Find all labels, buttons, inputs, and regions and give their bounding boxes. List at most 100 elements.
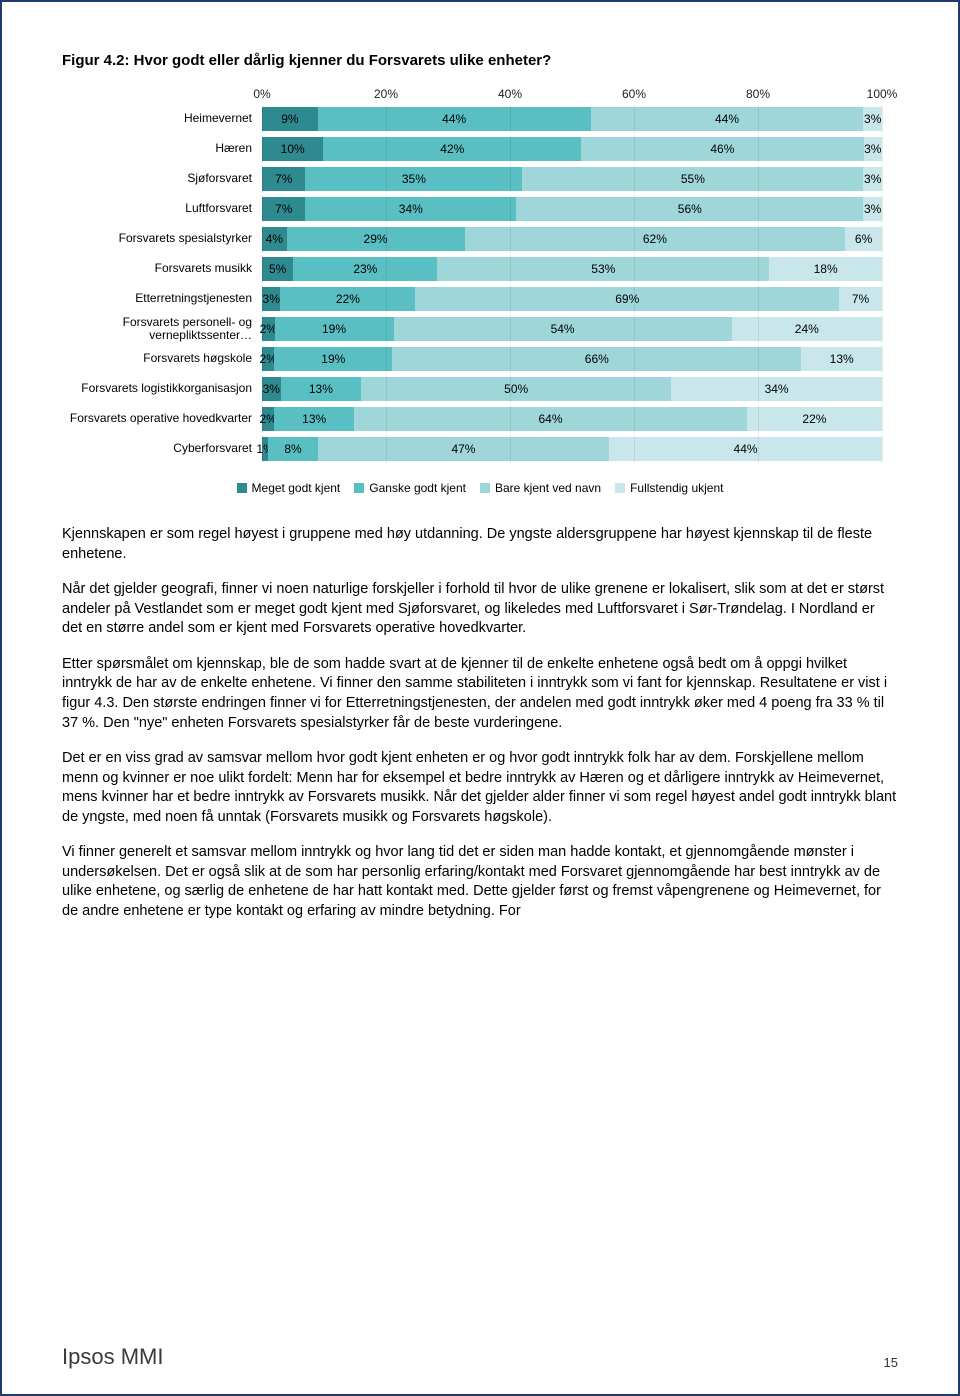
chart-row-label: Luftforsvaret: [62, 202, 262, 215]
chart-row: Etterretningstjenesten3%22%69%7%: [62, 287, 882, 311]
bar-segment: 2%: [262, 347, 274, 371]
bar-segment: 3%: [262, 287, 280, 311]
chart-row-label: Forsvarets operative hovedkvarter: [62, 412, 262, 425]
legend-label: Bare kjent ved navn: [495, 481, 601, 495]
paragraph: Etter spørsmålet om kjennskap, ble de so…: [62, 655, 898, 733]
chart-row-label: Heimevernet: [62, 112, 262, 125]
bar-segment: 46%: [581, 137, 863, 161]
axis-tick: 20%: [374, 87, 398, 101]
bar-segment: 35%: [305, 167, 522, 191]
chart-row-bar: 2%13%64%22%: [262, 407, 882, 431]
bar-segment: 7%: [262, 197, 305, 221]
legend-swatch: [480, 483, 490, 493]
chart-row-bar: 5%23%53%18%: [262, 257, 882, 281]
legend-swatch: [354, 483, 364, 493]
axis-tick: 40%: [498, 87, 522, 101]
chart-x-axis: 0%20%40%60%80%100%: [62, 87, 882, 103]
bar-segment: 3%: [863, 107, 882, 131]
axis-tick: 0%: [253, 87, 270, 101]
bar-segment: 47%: [318, 437, 609, 461]
bar-segment: 2%: [262, 317, 275, 341]
body-text: Kjennskapen er som regel høyest i gruppe…: [62, 525, 898, 922]
bar-segment: 62%: [465, 227, 846, 251]
page-footer: Ipsos MMI 15: [62, 1344, 898, 1370]
bar-segment: 66%: [392, 347, 801, 371]
chart-row-label: Cyberforsvaret: [62, 442, 262, 455]
legend-item: Fullstendig ukjent: [615, 481, 723, 495]
bar-segment: 5%: [262, 257, 293, 281]
chart-row: Forsvarets personell- og vernepliktssent…: [62, 317, 882, 341]
bar-segment: 44%: [591, 107, 864, 131]
paragraph: Når det gjelder geografi, finner vi noen…: [62, 580, 898, 639]
chart-row-label: Etterretningstjenesten: [62, 292, 262, 305]
chart-row-label: Forsvarets personell- og vernepliktssent…: [62, 316, 262, 342]
chart-row-bar: 7%34%56%3%: [262, 197, 882, 221]
figure-title: Figur 4.2: Hvor godt eller dårlig kjenne…: [62, 52, 898, 69]
bar-segment: 42%: [323, 137, 581, 161]
chart-row: Luftforsvaret7%34%56%3%: [62, 197, 882, 221]
axis-tick: 100%: [867, 87, 898, 101]
chart-row-bar: 7%35%55%3%: [262, 167, 882, 191]
bar-segment: 55%: [522, 167, 863, 191]
bar-segment: 23%: [293, 257, 437, 281]
bar-segment: 22%: [280, 287, 415, 311]
legend-item: Bare kjent ved navn: [480, 481, 601, 495]
chart-row-bar: 3%22%69%7%: [262, 287, 882, 311]
chart-row: Forsvarets logistikkorganisasjon3%13%50%…: [62, 377, 882, 401]
chart-row: Hæren10%42%46%3%: [62, 137, 882, 161]
bar-segment: 2%: [262, 407, 274, 431]
bar-segment: 9%: [262, 107, 318, 131]
chart-row-bar: 9%44%44%3%: [262, 107, 882, 131]
chart-row-label: Forsvarets høgskole: [62, 352, 262, 365]
bar-segment: 4%: [262, 227, 287, 251]
legend-item: Ganske godt kjent: [354, 481, 466, 495]
axis-tick: 80%: [746, 87, 770, 101]
bar-segment: 44%: [609, 437, 882, 461]
bar-segment: 53%: [437, 257, 769, 281]
bar-segment: 8%: [268, 437, 318, 461]
bar-segment: 3%: [864, 137, 882, 161]
bar-segment: 6%: [845, 227, 882, 251]
paragraph: Vi finner generelt et samsvar mellom inn…: [62, 843, 898, 921]
bar-segment: 10%: [262, 137, 323, 161]
chart-row: Cyberforsvaret1%8%47%44%: [62, 437, 882, 461]
bar-segment: 34%: [671, 377, 882, 401]
legend-item: Meget godt kjent: [237, 481, 341, 495]
bar-segment: 19%: [274, 347, 392, 371]
footer-page-number: 15: [884, 1355, 898, 1370]
legend-label: Fullstendig ukjent: [630, 481, 723, 495]
chart-row-label: Hæren: [62, 142, 262, 155]
bar-chart: 0%20%40%60%80%100% Heimevernet9%44%44%3%…: [62, 87, 882, 461]
bar-segment: 18%: [769, 257, 882, 281]
legend-swatch: [615, 483, 625, 493]
chart-row-label: Sjøforsvaret: [62, 172, 262, 185]
bar-segment: 3%: [863, 197, 882, 221]
bar-segment: 24%: [732, 317, 882, 341]
bar-segment: 19%: [275, 317, 394, 341]
chart-row-bar: 1%8%47%44%: [262, 437, 882, 461]
axis-tick: 60%: [622, 87, 646, 101]
chart-row-bar: 2%19%54%24%: [262, 317, 882, 341]
chart-row: Heimevernet9%44%44%3%: [62, 107, 882, 131]
chart-row-bar: 2%19%66%13%: [262, 347, 882, 371]
bar-segment: 50%: [361, 377, 671, 401]
bar-segment: 22%: [747, 407, 882, 431]
legend-label: Ganske godt kjent: [369, 481, 466, 495]
bar-segment: 64%: [354, 407, 747, 431]
bar-segment: 13%: [281, 377, 362, 401]
bar-segment: 54%: [394, 317, 732, 341]
footer-brand: Ipsos MMI: [62, 1344, 163, 1370]
bar-segment: 34%: [305, 197, 516, 221]
chart-row: Forsvarets høgskole2%19%66%13%: [62, 347, 882, 371]
bar-segment: 3%: [262, 377, 281, 401]
chart-row-bar: 3%13%50%34%: [262, 377, 882, 401]
chart-row-bar: 4%29%62%6%: [262, 227, 882, 251]
bar-segment: 44%: [318, 107, 591, 131]
chart-row: Forsvarets spesialstyrker4%29%62%6%: [62, 227, 882, 251]
chart-legend: Meget godt kjent Ganske godt kjent Bare kj…: [62, 481, 898, 495]
chart-row: Sjøforsvaret7%35%55%3%: [62, 167, 882, 191]
bar-segment: 29%: [287, 227, 465, 251]
chart-row-label: Forsvarets musikk: [62, 262, 262, 275]
paragraph: Det er en viss grad av samsvar mellom hv…: [62, 749, 898, 827]
chart-row-label: Forsvarets logistikkorganisasjon: [62, 382, 262, 395]
